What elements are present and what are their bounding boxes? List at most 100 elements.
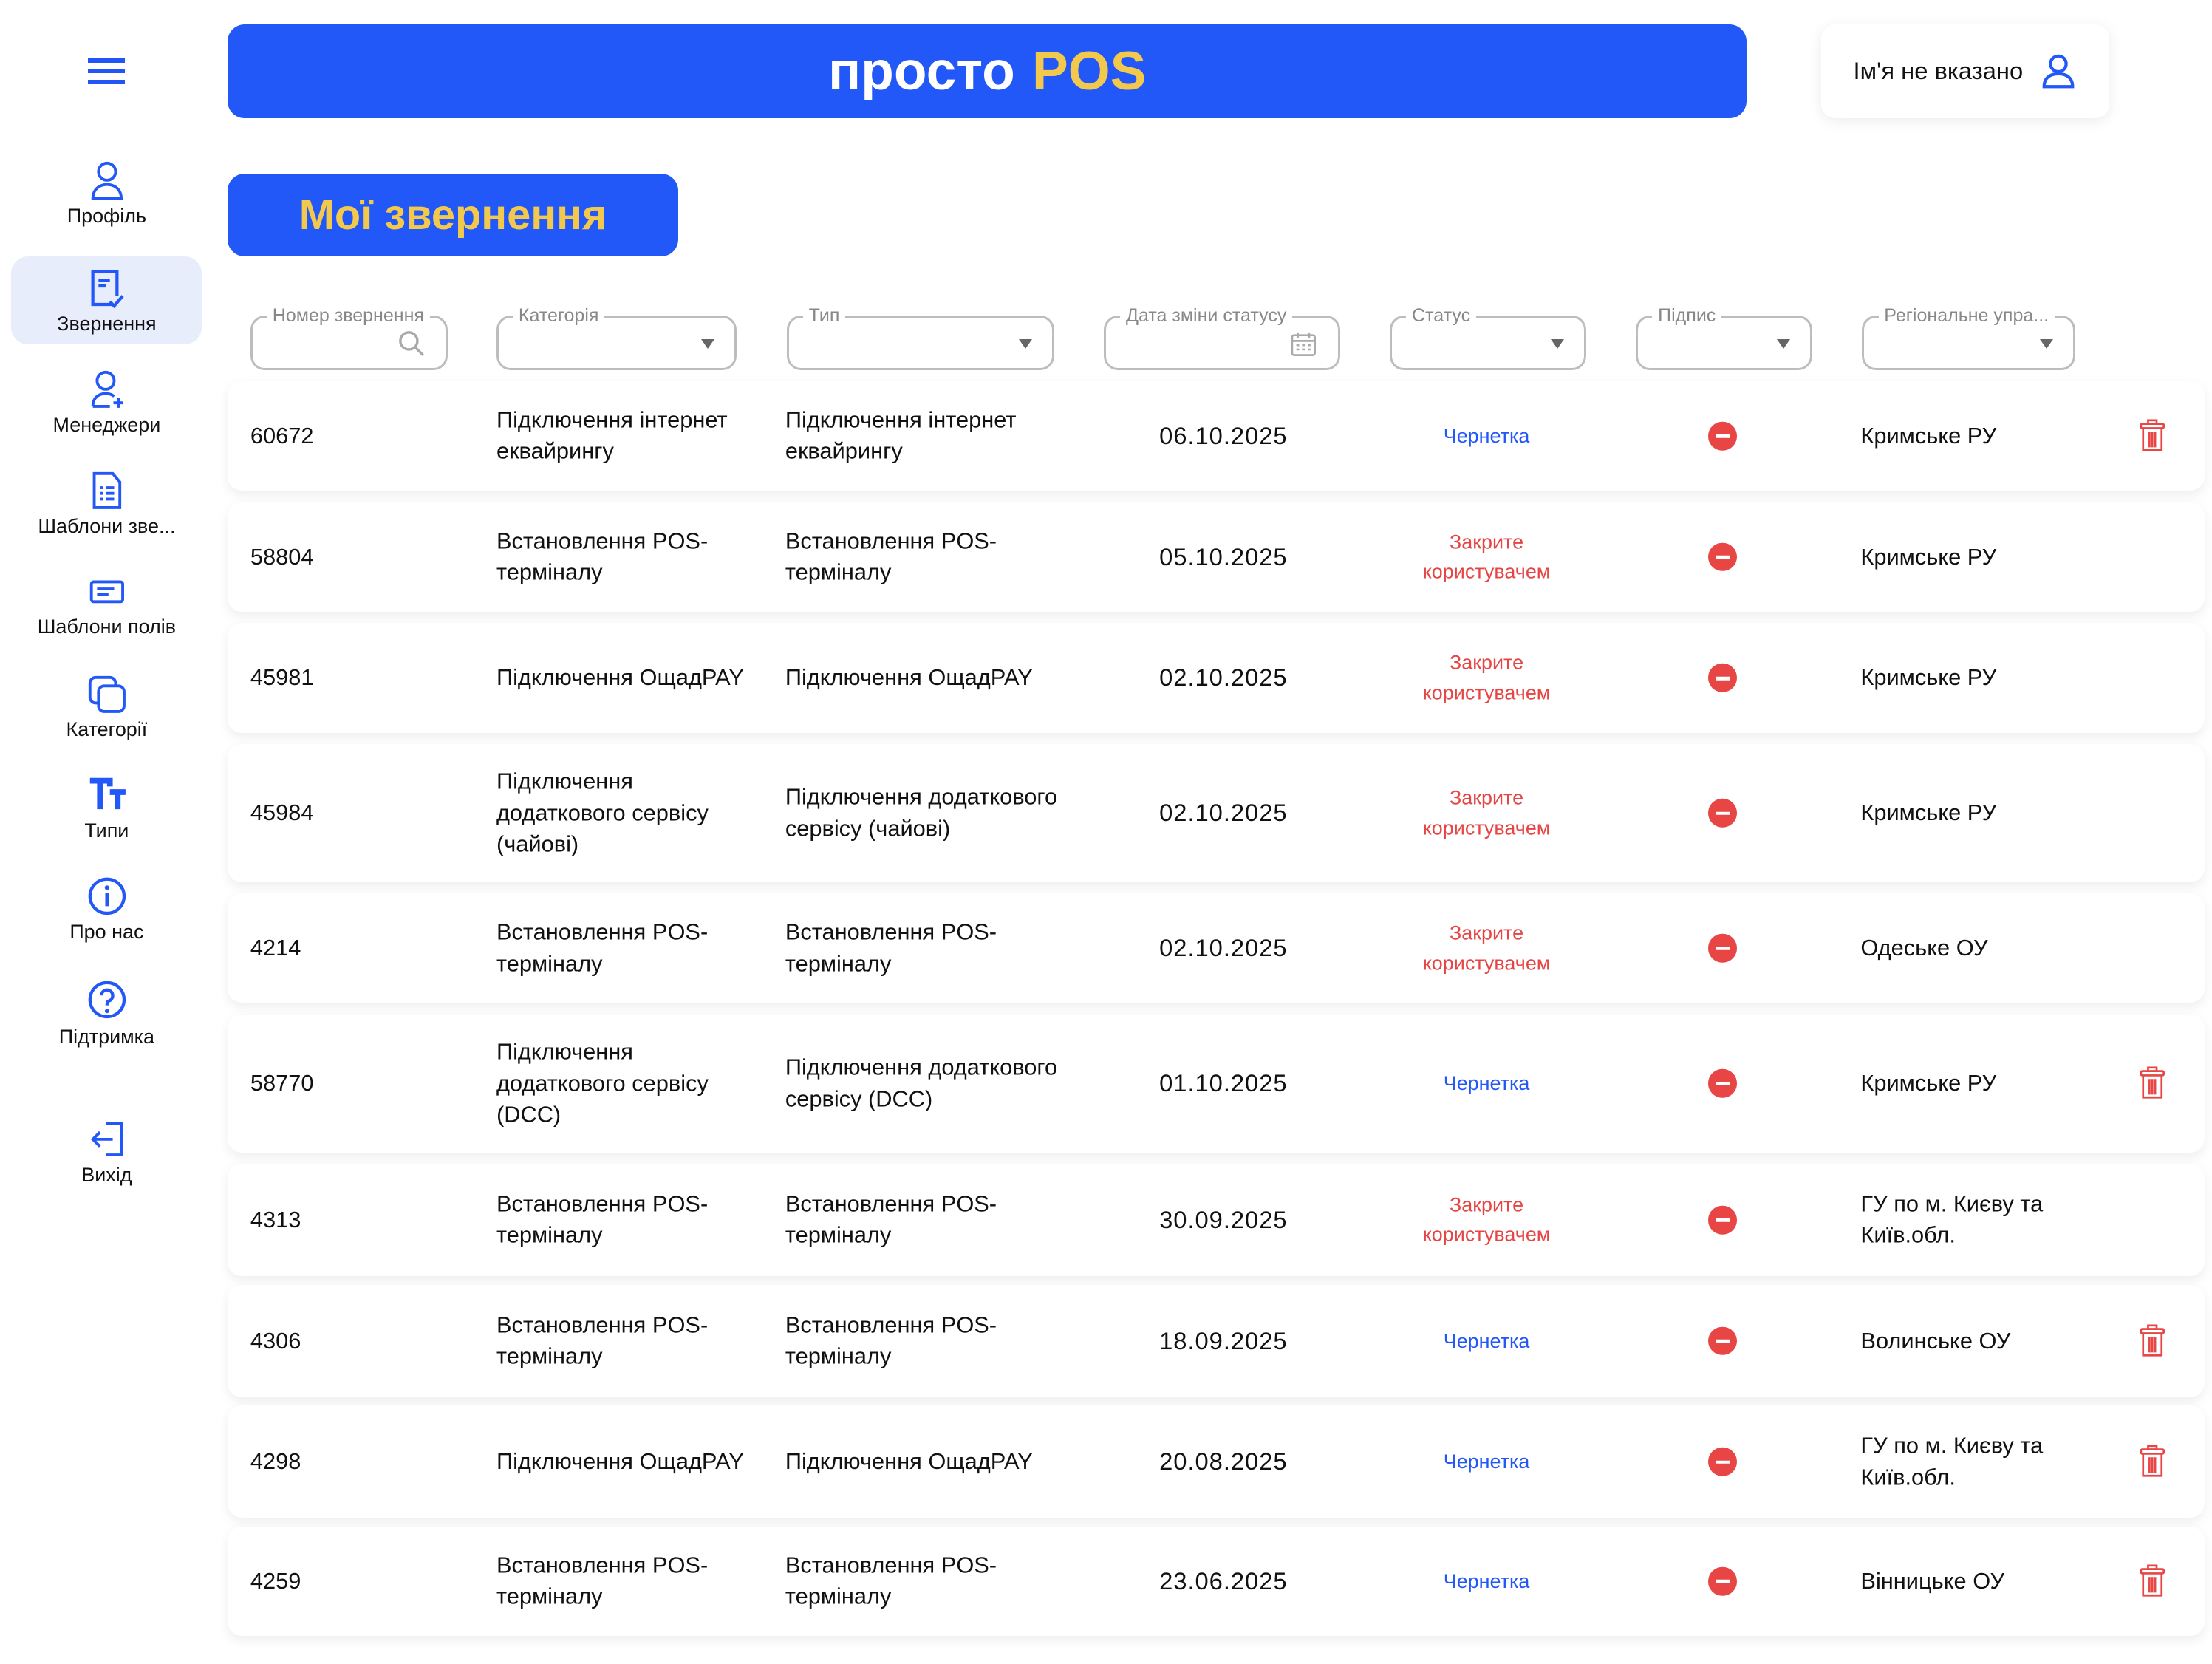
brand-accent: POS (1031, 41, 1147, 102)
trash-icon[interactable] (2138, 1445, 2167, 1479)
chevron-down-icon (1550, 339, 1564, 349)
region: Кримське РУ (1860, 543, 1997, 570)
filter-select[interactable]: Підпис (1636, 305, 1812, 370)
region: Волинське ОУ (1860, 1327, 2011, 1354)
request-type: Встановлення POS-терміналу (785, 1190, 997, 1249)
filter-select[interactable]: Статус (1390, 305, 1586, 370)
table-row[interactable]: 4214 Встановлення POS-терміналу Встановл… (228, 893, 2205, 1003)
trash-icon[interactable] (2138, 1564, 2167, 1598)
filter-date[interactable]: Дата зміни статусу (1104, 305, 1340, 370)
sidebar-item-9[interactable]: Вихід (11, 1107, 202, 1195)
status-date: 05.10.2025 (1159, 542, 1288, 570)
request-category: Встановлення POS-терміналу (496, 918, 709, 977)
sidebar-item-label: Про нас (69, 920, 144, 943)
request-number: 4313 (250, 1206, 301, 1232)
sidebar-item-3[interactable]: Шаблони зве... (11, 458, 202, 546)
chevron-down-icon (701, 339, 715, 349)
status-date: 02.10.2025 (1159, 799, 1288, 827)
signature-missing-icon (1708, 1068, 1737, 1098)
document-check-icon (91, 270, 124, 308)
user-icon (2042, 54, 2075, 89)
table-row[interactable]: 58770 Підключення додаткового сервісу (D… (228, 1014, 2205, 1153)
request-category: Підключення інтернет еквайрингу (496, 406, 728, 465)
sidebar-item-label: Шаблони полів (37, 616, 177, 638)
user-icon (91, 162, 123, 201)
request-category: Встановлення POS-терміналу (496, 528, 709, 585)
filter-label: Регіональне упра... (1878, 305, 2055, 327)
table-row[interactable]: 58804 Встановлення POS-терміналу Встанов… (228, 502, 2205, 612)
status-date: 30.09.2025 (1159, 1205, 1288, 1233)
request-type: Встановлення POS-терміналу (785, 1552, 997, 1610)
user-name: Ім'я не вказано (1853, 57, 2024, 85)
table-row[interactable]: 45984 Підключення додаткового сервісу (ч… (228, 743, 2205, 882)
brand-main: просто (828, 41, 1015, 102)
trash-icon[interactable] (2138, 1066, 2167, 1100)
sidebar-item-0[interactable]: Профіль (11, 148, 202, 236)
request-number: 4306 (250, 1327, 301, 1354)
table-row[interactable]: 4298 Підключення ОщадPAY Підключення Оща… (228, 1405, 2205, 1518)
region: Кримське РУ (1860, 422, 1997, 449)
status-badge: Чернетка (1443, 1071, 1530, 1094)
request-category: Підключення ОщадPAY (496, 1448, 744, 1475)
region: ГУ по м. Києву та Київ.обл. (1860, 1432, 2044, 1490)
request-number: 60672 (250, 422, 314, 449)
region: Кримське РУ (1860, 1069, 1997, 1096)
request-category: Підключення додаткового сервісу (чайові) (496, 768, 709, 857)
table-row[interactable]: 60672 Підключення інтернет еквайрингу Пі… (228, 381, 2205, 491)
filter-label: Статус (1406, 305, 1476, 327)
user-profile-button[interactable]: Ім'я не вказано (1821, 24, 2110, 118)
filter-search[interactable]: Номер звернення (250, 305, 448, 370)
sidebar-item-5[interactable]: Категорії (11, 661, 202, 749)
user-add-icon (91, 371, 123, 409)
chevron-down-icon (1776, 339, 1790, 349)
page-title: Мої звернення (228, 173, 679, 256)
request-category: Підключення ОщадPAY (496, 664, 744, 691)
request-number: 58770 (250, 1069, 314, 1096)
app-header: просто POS (228, 24, 1747, 118)
info-icon (88, 877, 126, 915)
filter-select[interactable]: Тип (786, 305, 1054, 370)
status-date: 20.08.2025 (1159, 1448, 1288, 1476)
request-category: Підключення додаткового сервісу (DCC) (496, 1038, 709, 1128)
filter-label: Категорія (513, 305, 605, 327)
chevron-down-icon (2040, 339, 2054, 349)
table-row[interactable]: 45981 Підключення ОщадPAY Підключення Ощ… (228, 623, 2205, 733)
filter-select[interactable]: Регіональне упра... (1862, 305, 2076, 370)
status-date: 02.10.2025 (1159, 934, 1288, 962)
region: Вінницьке ОУ (1860, 1567, 2005, 1594)
search-icon (399, 330, 424, 356)
sidebar-item-8[interactable]: Підтримка (11, 969, 202, 1057)
trash-icon[interactable] (2138, 419, 2167, 453)
sidebar-item-2[interactable]: Менеджери (11, 357, 202, 445)
status-badge: Закрите користувачем (1422, 531, 1551, 583)
sidebar-item-label: Шаблони зве... (38, 514, 176, 537)
status-badge: Чернетка (1443, 1569, 1530, 1592)
text-type-icon (89, 777, 126, 810)
sidebar-item-label: Підтримка (58, 1026, 155, 1048)
table-row[interactable]: 4259 Встановлення POS-терміналу Встановл… (228, 1526, 2205, 1637)
sidebar-item-4[interactable]: Шаблони полів (11, 559, 202, 647)
region: ГУ по м. Києву та Київ.обл. (1860, 1190, 2044, 1249)
signature-missing-icon (1708, 934, 1737, 963)
filter-label: Номер звернення (267, 305, 430, 327)
status-date: 18.09.2025 (1159, 1326, 1288, 1354)
signature-missing-icon (1708, 664, 1737, 692)
table-row[interactable]: 4306 Встановлення POS-терміналу Встановл… (228, 1284, 2205, 1397)
sidebar-item-6[interactable]: Типи (11, 763, 202, 850)
request-type: Встановлення POS-терміналу (785, 1312, 997, 1369)
calendar-icon (1291, 332, 1317, 356)
trash-icon[interactable] (2138, 1324, 2167, 1358)
filter-label: Дата зміни статусу (1120, 305, 1293, 327)
request-number: 4259 (250, 1567, 301, 1594)
chevron-down-icon (1018, 339, 1032, 349)
filter-select[interactable]: Категорія (496, 305, 737, 370)
status-date: 02.10.2025 (1159, 664, 1288, 692)
signature-missing-icon (1708, 421, 1737, 451)
sidebar-item-7[interactable]: Про нас (11, 864, 202, 952)
sidebar-item-1[interactable]: Звернення (11, 256, 202, 344)
form-field-icon (89, 580, 124, 604)
table-row[interactable]: 4313 Встановлення POS-терміналу Встановл… (228, 1163, 2205, 1277)
menu-icon[interactable] (88, 58, 126, 84)
request-type: Підключення ОщадPAY (785, 1448, 1033, 1475)
request-number: 45984 (250, 799, 314, 826)
